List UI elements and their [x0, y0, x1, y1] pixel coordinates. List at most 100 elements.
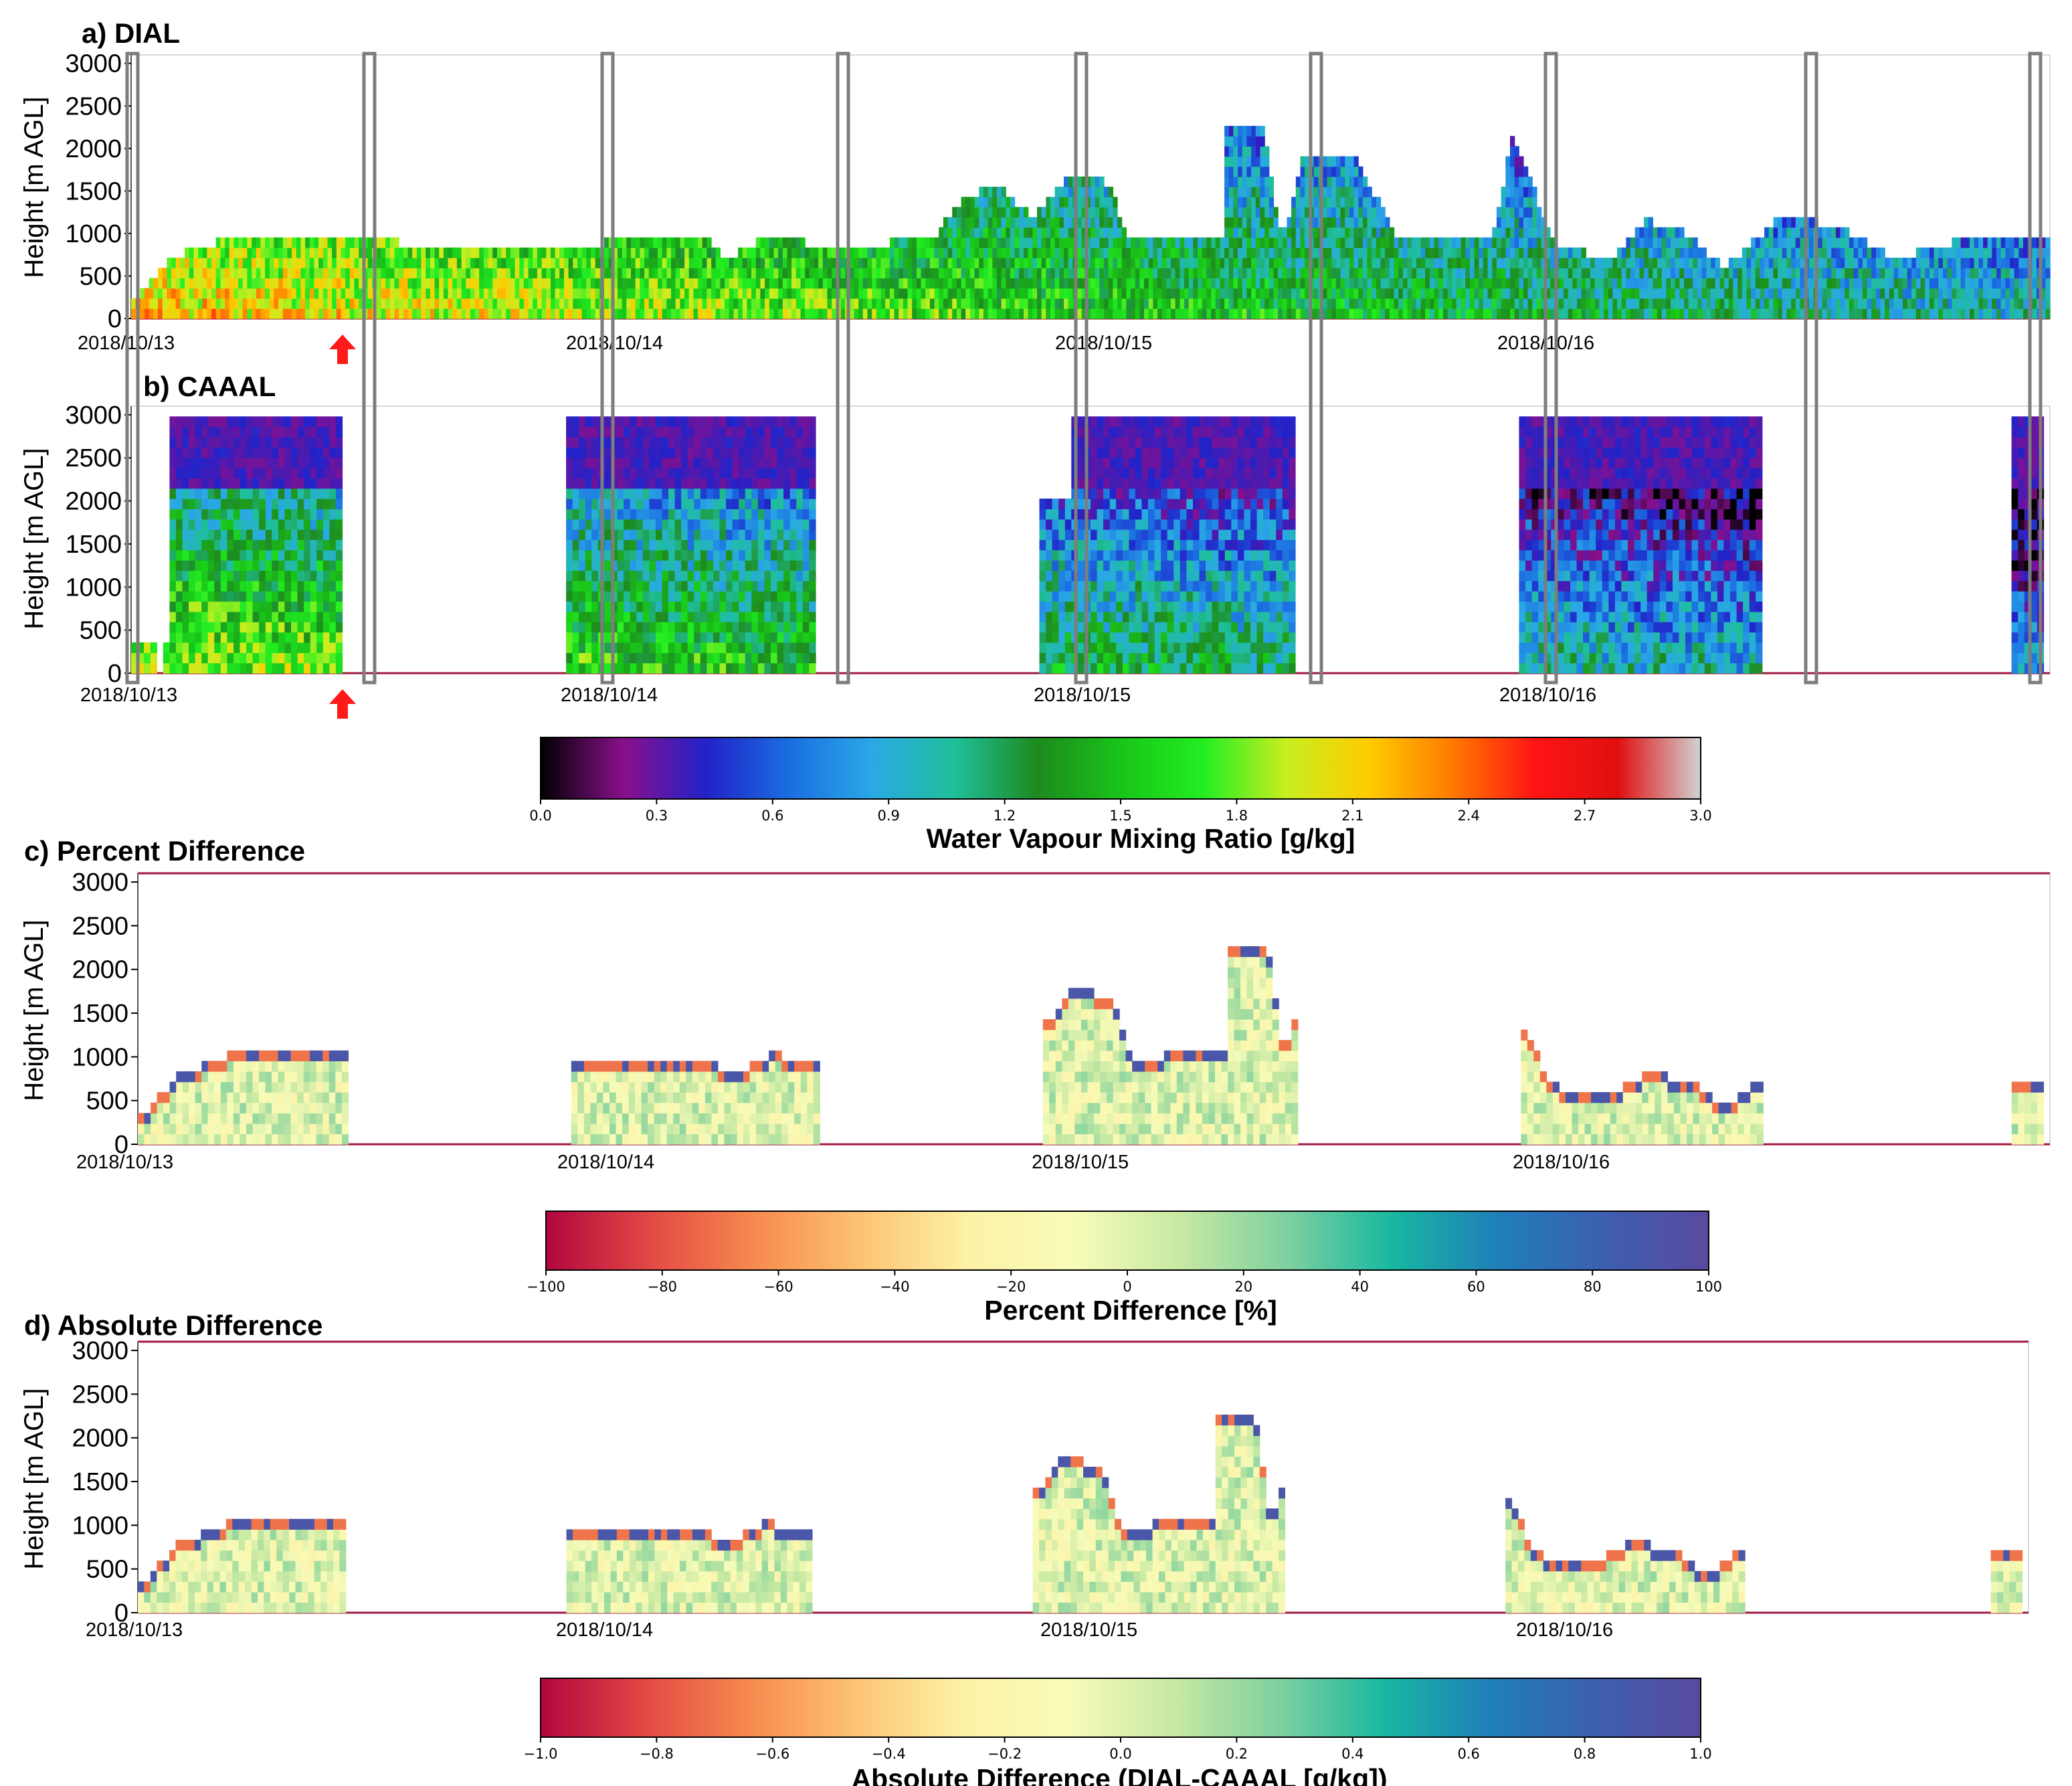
heatmap-cell: [150, 652, 157, 664]
heatmap-cell: [1135, 308, 1140, 319]
heatmap-cell: [1434, 278, 1439, 289]
heatmap-cell: [1255, 156, 1261, 167]
heatmap-cell: [322, 426, 330, 438]
heatmap-cell: [658, 288, 663, 299]
heatmap-cell: [1795, 258, 1801, 268]
heatmap-cell: [662, 549, 669, 561]
heatmap-cell: [655, 529, 663, 541]
heatmap-cell: [394, 308, 399, 319]
heatmap-cell: [1046, 207, 1051, 218]
heatmap-cell: [1242, 247, 1248, 258]
heatmap-cell: [256, 268, 262, 278]
heatmap-cell: [832, 268, 837, 278]
heatmap-cell: [1202, 288, 1207, 299]
heatmap-cell: [1671, 298, 1676, 309]
heatmap-cell: [335, 560, 343, 571]
heatmap-cell: [1996, 258, 2002, 268]
heatmap-cell: [642, 580, 650, 592]
heatmap-cell: [182, 529, 189, 541]
heatmap-cell: [519, 268, 525, 278]
heatmap-cell: [572, 560, 579, 571]
heatmap-cell: [304, 447, 311, 458]
heatmap-cell: [470, 247, 476, 258]
heatmap-cell: [1791, 258, 1796, 268]
heatmap-cell: [2005, 288, 2010, 299]
heatmap-cell: [635, 278, 640, 289]
heatmap-cell: [149, 288, 154, 299]
heatmap-cell: [238, 298, 244, 309]
heatmap-cell: [1442, 258, 1448, 268]
heatmap-cell: [488, 268, 493, 278]
heatmap-cell: [674, 622, 682, 633]
heatmap-cell: [1858, 237, 1863, 248]
heatmap-cell: [1402, 288, 1408, 299]
heatmap-cell: [1469, 247, 1475, 258]
heatmap-cell: [327, 247, 333, 258]
heatmap-cell: [1345, 187, 1350, 197]
heatmap-cell: [969, 298, 975, 309]
heatmap-cell: [1853, 237, 1859, 248]
heatmap-cell: [182, 519, 189, 530]
heatmap-cell: [479, 247, 484, 258]
heatmap-cell: [1858, 268, 1863, 278]
heatmap-cell: [1505, 298, 1511, 309]
heatmap-cell: [1255, 268, 1261, 278]
heatmap-cell: [974, 308, 979, 319]
heatmap-cell: [169, 529, 177, 541]
heatmap-cell: [1202, 237, 1207, 248]
heatmap-cell: [1394, 268, 1399, 278]
heatmap-cell: [182, 539, 189, 551]
heatmap-cell: [630, 447, 637, 458]
heatmap-cell: [921, 237, 926, 248]
heatmap-cell: [304, 488, 311, 499]
heatmap-cell: [1559, 278, 1564, 289]
heatmap-cell: [282, 298, 288, 309]
heatmap-cell: [1037, 278, 1042, 289]
heatmap-cell: [617, 447, 624, 458]
heatmap-cell: [987, 278, 993, 289]
heatmap-cell: [585, 529, 592, 541]
heatmap-cell: [403, 308, 409, 319]
heatmap-cell: [1251, 268, 1256, 278]
heatmap-cell: [858, 258, 864, 268]
heatmap-cell: [916, 247, 922, 258]
heatmap-cell: [1849, 298, 1855, 309]
heatmap-cell: [546, 247, 551, 258]
heatmap-cell: [648, 278, 654, 289]
heatmap-cell: [1456, 237, 1462, 248]
heatmap-cell: [483, 308, 489, 319]
heatmap-cell: [1188, 308, 1194, 319]
heatmap-cell: [144, 662, 151, 674]
heatmap-cell: [1001, 217, 1006, 228]
heatmap-cell: [573, 268, 578, 278]
heatmap-cell: [201, 519, 209, 530]
heatmap-cell: [655, 519, 663, 530]
heatmap-cell: [1818, 288, 1823, 299]
heatmap-cell: [1242, 136, 1248, 147]
heatmap-cell: [630, 632, 637, 643]
heatmap-cell: [1024, 268, 1029, 278]
heatmap-cell: [1679, 298, 1685, 309]
heatmap-cell: [912, 258, 917, 268]
heatmap-cell: [662, 642, 669, 653]
heatmap-cell: [1126, 278, 1131, 289]
heatmap-cell: [649, 519, 656, 530]
heatmap-cell: [335, 570, 343, 582]
heatmap-cell: [1238, 247, 1243, 258]
heatmap-cell: [1429, 298, 1435, 309]
heatmap-cell: [470, 258, 476, 268]
heatmap-cell: [1737, 278, 1743, 289]
heatmap-cell: [246, 611, 254, 622]
heatmap-cell: [233, 447, 241, 458]
heatmap-cell: [1041, 247, 1046, 258]
heatmap-cell: [207, 288, 212, 299]
heatmap-cell: [1416, 258, 1422, 268]
heatmap-cell: [202, 308, 207, 319]
heatmap-cell: [456, 288, 462, 299]
heatmap-cell: [818, 278, 824, 289]
heatmap-cell: [430, 258, 436, 268]
heatmap-cell: [1228, 288, 1234, 299]
heatmap-cell: [278, 247, 284, 258]
heatmap-cell: [1853, 278, 1859, 289]
